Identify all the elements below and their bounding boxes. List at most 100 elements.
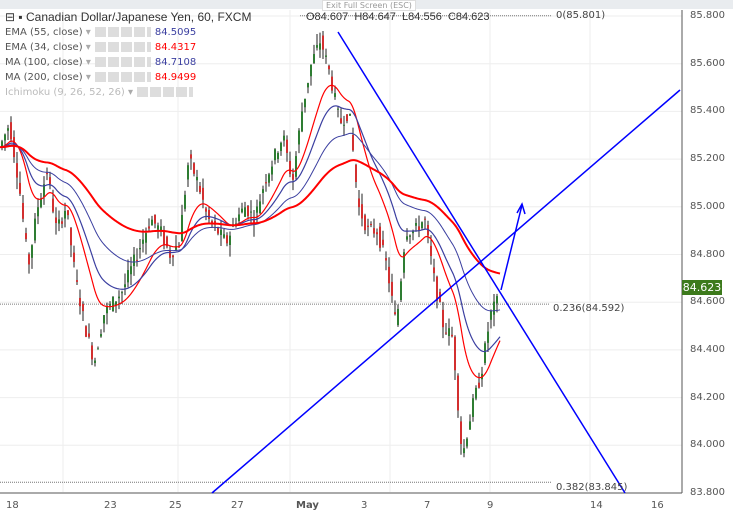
current-price-tag: 84.623 — [682, 280, 722, 295]
candle-body — [409, 235, 411, 237]
indicator-controls[interactable] — [94, 27, 151, 37]
x-tick-label: 9 — [487, 500, 494, 511]
candle-body — [169, 250, 171, 258]
candle-body — [463, 448, 465, 454]
indicator-value: 84.7108 — [154, 57, 197, 68]
candle-body — [241, 208, 243, 213]
y-tick-label: 85.000 — [690, 200, 725, 212]
candle-body — [13, 137, 15, 158]
candle-body — [331, 76, 333, 91]
candle-body — [418, 226, 420, 231]
indicator-row: MA (200, close) ▾ 84.9499 — [5, 70, 251, 85]
candle-body — [259, 201, 261, 214]
candle-body — [247, 205, 249, 216]
candle-body — [373, 228, 375, 234]
candle-body — [133, 254, 135, 266]
candle-body — [40, 198, 42, 208]
candle-body — [433, 267, 435, 274]
candle-body — [55, 217, 57, 224]
candle-body — [151, 219, 153, 226]
candle-body — [79, 297, 81, 307]
candle-body — [52, 198, 54, 212]
candle-body — [58, 219, 60, 224]
indicator-controls[interactable] — [94, 72, 151, 82]
indicator-label: EMA (55, close) — [5, 27, 83, 38]
candle-body — [7, 128, 9, 131]
candle-body — [379, 226, 381, 248]
indicator-label: MA (200, close) — [5, 72, 83, 83]
candle-body — [142, 239, 144, 244]
candle-body — [136, 259, 138, 261]
candle-body — [256, 206, 258, 213]
indicator-controls[interactable] — [94, 42, 151, 52]
x-tick-label: 25 — [169, 500, 182, 511]
candle-body — [235, 223, 237, 225]
candle-body — [364, 215, 366, 231]
y-tick-label: 85.200 — [690, 153, 725, 165]
candle-body — [124, 284, 126, 288]
indicator-controls[interactable] — [94, 57, 151, 67]
chart-title: Canadian Dollar/Japanese Yen, 60, FXCM — [25, 10, 252, 24]
candle-body — [19, 182, 21, 194]
candle-body — [181, 214, 183, 242]
candle-body — [64, 210, 66, 219]
candle-body — [412, 230, 414, 234]
y-tick-label: 84.600 — [690, 296, 725, 308]
candle-body — [448, 328, 450, 337]
indicator-label: MA (100, close) — [5, 57, 83, 68]
candle-body — [82, 304, 84, 312]
candle-body — [88, 333, 90, 337]
candle-body — [454, 336, 456, 371]
candle-body — [322, 35, 324, 50]
candle-body — [61, 221, 63, 224]
candle-body — [469, 421, 471, 430]
candle-body — [202, 187, 204, 200]
open-value: O84.607 — [306, 11, 349, 23]
candle-body — [139, 247, 141, 250]
candle-body — [175, 245, 177, 250]
indicator-label: Ichimoku (9, 26, 52, 26) — [5, 87, 125, 98]
legend: ⊟ ▪ Canadian Dollar/Japanese Yen, 60, FX… — [5, 10, 251, 100]
chevron-down-icon[interactable]: ▾ — [128, 87, 134, 98]
candle-body — [295, 156, 297, 177]
indicator-controls[interactable] — [137, 87, 194, 97]
chevron-down-icon[interactable]: ▾ — [85, 57, 91, 68]
chevron-down-icon[interactable]: ▾ — [85, 72, 91, 83]
x-tick-label: 16 — [651, 500, 664, 511]
candle-body — [400, 281, 402, 301]
x-tick-label: May — [296, 500, 319, 511]
candle-body — [358, 198, 360, 208]
candle-body — [4, 134, 6, 141]
candle-body — [340, 118, 342, 124]
candle-body — [397, 308, 399, 326]
chevron-down-icon[interactable]: ▾ — [85, 27, 91, 38]
indicator-row: Ichimoku (9, 26, 52, 26) ▾ — [5, 85, 251, 100]
ohlc-readout: O84.607 H84.647 L84.556 C84.623 — [306, 11, 490, 23]
candle-body — [250, 211, 252, 213]
candle-body — [475, 387, 477, 399]
candle-body — [280, 142, 282, 151]
y-tick-label: 84.000 — [690, 439, 725, 451]
candle-body — [244, 207, 246, 217]
collapse-icon[interactable]: ⊟ ▪ — [5, 10, 26, 24]
candle-body — [100, 334, 102, 337]
candle-body — [199, 185, 201, 193]
candle-body — [334, 93, 336, 97]
exit-fullscreen-button[interactable]: Exit Full Screen (ESC) — [322, 0, 416, 11]
candle-body — [196, 176, 198, 181]
y-tick-label: 83.800 — [690, 487, 725, 498]
candle-body — [442, 309, 444, 328]
falling-trendline — [337, 31, 626, 494]
candle-body — [325, 55, 327, 57]
candle-body — [487, 331, 489, 343]
candle-body — [430, 245, 432, 257]
indicator-value: 84.4317 — [154, 42, 197, 53]
candle-body — [421, 222, 423, 229]
indicator-value: 84.9499 — [154, 72, 197, 83]
candle-body — [94, 360, 96, 363]
y-tick-label: 84.800 — [690, 248, 725, 260]
chevron-down-icon[interactable]: ▾ — [85, 42, 91, 53]
candle-body — [343, 124, 345, 126]
candle-body — [187, 165, 189, 180]
